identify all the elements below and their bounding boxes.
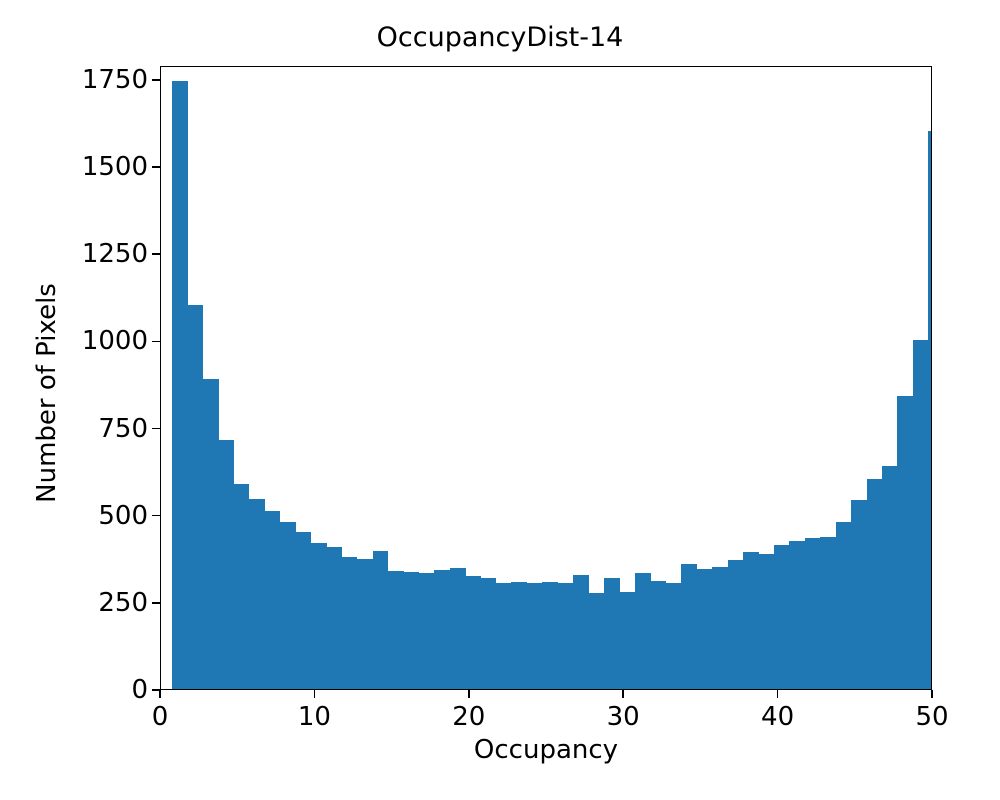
histogram-bar	[357, 559, 373, 689]
y-axis-label: Number of Pixels	[32, 283, 62, 503]
y-axis-tick-label: 1250	[81, 239, 148, 270]
histogram-bar	[665, 582, 682, 689]
y-axis-tick-mark	[152, 427, 160, 430]
histogram-bar	[218, 440, 234, 689]
histogram-bar	[635, 573, 651, 689]
y-axis-tick-label: 750	[98, 413, 148, 444]
histogram-bar	[789, 540, 806, 689]
histogram-bar	[449, 568, 466, 689]
y-axis-tick-mark	[152, 689, 160, 691]
y-axis-tick-label: 1500	[81, 152, 148, 183]
y-axis-tick-mark	[152, 340, 160, 343]
y-axis-tick-label: 1000	[81, 326, 148, 357]
x-axis-tick-label: 30	[606, 702, 640, 732]
histogram-bar	[434, 570, 451, 689]
histogram-bar	[604, 578, 620, 689]
histogram-bar	[480, 578, 497, 689]
histogram-bar	[187, 304, 204, 689]
y-axis-tick-mark	[152, 166, 160, 168]
x-axis-tick-label: 20	[452, 702, 486, 732]
histogram-bar	[264, 511, 281, 689]
histogram-bar	[341, 557, 358, 689]
histogram-bar	[310, 542, 327, 689]
x-axis-tick-mark	[622, 690, 624, 698]
y-axis-tick-labels: 0 250 500 750 1000 1250 1500 1750	[0, 0, 148, 800]
histogram-bar	[851, 500, 867, 689]
y-axis-tick-mark	[152, 514, 160, 517]
histogram-bar	[465, 575, 481, 689]
x-axis-tick-mark	[931, 690, 933, 698]
histogram-bar	[372, 551, 389, 689]
histogram-bar	[866, 478, 883, 689]
histogram-bar	[882, 465, 898, 689]
histogram-bar	[650, 580, 667, 689]
x-axis-tick-label: 10	[297, 702, 331, 732]
x-axis-tick-label: 0	[151, 702, 169, 732]
y-axis-tick-label: 500	[98, 500, 148, 531]
histogram-bar	[403, 571, 420, 689]
histogram-bar	[496, 582, 512, 689]
histogram-bar	[773, 545, 790, 689]
x-axis-tick-mark	[776, 690, 779, 698]
histogram-bar	[573, 575, 590, 689]
x-axis-tick-mark	[159, 690, 161, 698]
y-axis-tick-label: 0	[131, 675, 148, 705]
histogram-bar	[279, 522, 296, 689]
histogram-bar	[249, 499, 265, 689]
histogram-bar	[912, 340, 929, 689]
histogram-bar	[820, 536, 837, 689]
x-axis-tick-mark	[468, 690, 470, 698]
histogram-bar	[804, 538, 821, 689]
histogram-bar	[758, 554, 775, 689]
y-axis-tick-mark	[152, 253, 160, 256]
y-axis-tick-label: 250	[98, 587, 148, 618]
histogram-bar	[326, 546, 343, 689]
histogram-bar	[511, 581, 528, 689]
histogram-bar	[588, 593, 605, 689]
histogram-bar	[557, 583, 574, 689]
x-axis-label: Occupancy	[473, 735, 619, 765]
histogram-bar	[387, 571, 404, 689]
histogram-bar	[619, 592, 636, 689]
histogram-bar	[727, 560, 744, 689]
histogram-bar	[526, 582, 543, 689]
y-axis-tick-mark	[152, 602, 160, 604]
histogram-bar	[681, 564, 698, 689]
histogram-bar	[171, 80, 188, 689]
histogram-bar	[743, 552, 759, 689]
histogram-bar	[202, 379, 219, 689]
y-axis-tick-mark	[152, 79, 160, 81]
histogram-bar	[696, 569, 713, 689]
x-axis-tick-mark	[313, 690, 316, 698]
histogram-bar	[233, 484, 250, 689]
histogram-bar	[542, 582, 559, 689]
histogram-bars	[161, 67, 931, 689]
histogram-bar	[928, 131, 931, 689]
plot-axes	[160, 66, 932, 690]
histogram-bar	[418, 572, 435, 689]
histogram-bar	[835, 521, 852, 689]
y-axis-tick-label: 1750	[81, 64, 148, 95]
histogram-bar	[712, 566, 729, 689]
x-axis-tick-label: 50	[915, 702, 949, 732]
histogram-bar	[295, 532, 312, 689]
x-axis-tick-label: 40	[761, 702, 795, 732]
histogram-bar	[897, 396, 914, 689]
page-title: OccupancyDist-14	[376, 22, 624, 53]
